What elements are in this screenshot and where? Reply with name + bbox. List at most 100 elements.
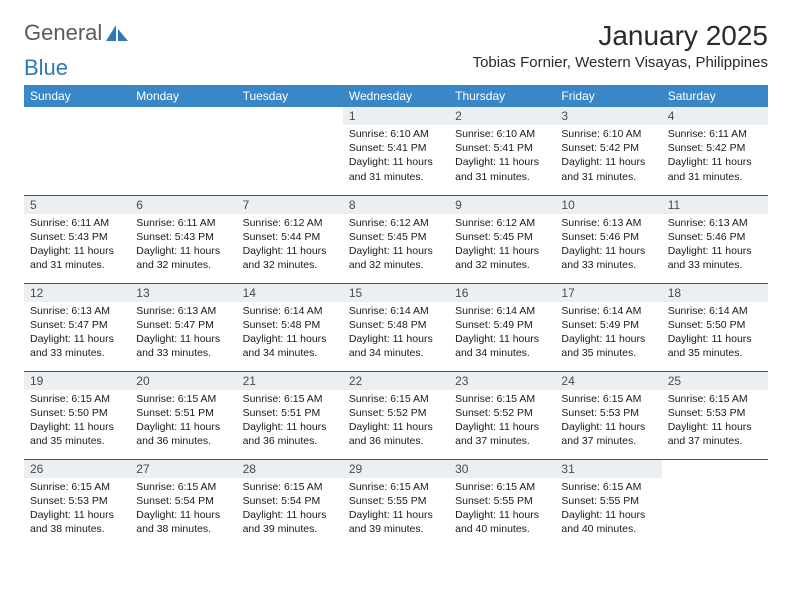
calendar-day-cell: 22Sunrise: 6:15 AMSunset: 5:52 PMDayligh…	[343, 371, 449, 459]
calendar-day-cell: 15Sunrise: 6:14 AMSunset: 5:48 PMDayligh…	[343, 283, 449, 371]
day-number: 4	[662, 107, 768, 125]
calendar-day-cell: 4Sunrise: 6:11 AMSunset: 5:42 PMDaylight…	[662, 107, 768, 195]
weekday-header: Saturday	[662, 85, 768, 107]
day-info: Sunrise: 6:14 AMSunset: 5:50 PMDaylight:…	[662, 302, 768, 365]
day-number: 19	[24, 372, 130, 390]
day-number: 26	[24, 460, 130, 478]
day-number: 11	[662, 196, 768, 214]
day-info: Sunrise: 6:15 AMSunset: 5:50 PMDaylight:…	[24, 390, 130, 453]
calendar-day-cell: 11Sunrise: 6:13 AMSunset: 5:46 PMDayligh…	[662, 195, 768, 283]
day-info: Sunrise: 6:15 AMSunset: 5:51 PMDaylight:…	[237, 390, 343, 453]
calendar-day-cell: 8Sunrise: 6:12 AMSunset: 5:45 PMDaylight…	[343, 195, 449, 283]
day-number: 8	[343, 196, 449, 214]
day-info: Sunrise: 6:12 AMSunset: 5:44 PMDaylight:…	[237, 214, 343, 277]
calendar-day-cell: 25Sunrise: 6:15 AMSunset: 5:53 PMDayligh…	[662, 371, 768, 459]
day-number: 18	[662, 284, 768, 302]
calendar-day-cell: 5Sunrise: 6:11 AMSunset: 5:43 PMDaylight…	[24, 195, 130, 283]
calendar-day-cell: 17Sunrise: 6:14 AMSunset: 5:49 PMDayligh…	[555, 283, 661, 371]
day-info: Sunrise: 6:10 AMSunset: 5:42 PMDaylight:…	[555, 125, 661, 188]
calendar-day-cell	[662, 459, 768, 547]
day-number: 15	[343, 284, 449, 302]
day-number: 2	[449, 107, 555, 125]
day-info: Sunrise: 6:15 AMSunset: 5:54 PMDaylight:…	[130, 478, 236, 541]
calendar-day-cell: 3Sunrise: 6:10 AMSunset: 5:42 PMDaylight…	[555, 107, 661, 195]
weekday-header: Tuesday	[237, 85, 343, 107]
day-number: 27	[130, 460, 236, 478]
calendar-day-cell: 29Sunrise: 6:15 AMSunset: 5:55 PMDayligh…	[343, 459, 449, 547]
calendar-day-cell: 13Sunrise: 6:13 AMSunset: 5:47 PMDayligh…	[130, 283, 236, 371]
calendar-day-cell: 24Sunrise: 6:15 AMSunset: 5:53 PMDayligh…	[555, 371, 661, 459]
day-info: Sunrise: 6:11 AMSunset: 5:42 PMDaylight:…	[662, 125, 768, 188]
day-info: Sunrise: 6:15 AMSunset: 5:53 PMDaylight:…	[555, 390, 661, 453]
calendar-day-cell: 18Sunrise: 6:14 AMSunset: 5:50 PMDayligh…	[662, 283, 768, 371]
day-number: 3	[555, 107, 661, 125]
calendar-day-cell: 26Sunrise: 6:15 AMSunset: 5:53 PMDayligh…	[24, 459, 130, 547]
day-info: Sunrise: 6:15 AMSunset: 5:55 PMDaylight:…	[555, 478, 661, 541]
day-number: 14	[237, 284, 343, 302]
calendar-day-cell: 28Sunrise: 6:15 AMSunset: 5:54 PMDayligh…	[237, 459, 343, 547]
day-info: Sunrise: 6:13 AMSunset: 5:47 PMDaylight:…	[24, 302, 130, 365]
calendar-day-cell: 12Sunrise: 6:13 AMSunset: 5:47 PMDayligh…	[24, 283, 130, 371]
calendar-day-cell	[24, 107, 130, 195]
day-number: 5	[24, 196, 130, 214]
day-number: 29	[343, 460, 449, 478]
day-number: 10	[555, 196, 661, 214]
day-info: Sunrise: 6:12 AMSunset: 5:45 PMDaylight:…	[343, 214, 449, 277]
calendar-day-cell: 10Sunrise: 6:13 AMSunset: 5:46 PMDayligh…	[555, 195, 661, 283]
calendar-day-cell: 9Sunrise: 6:12 AMSunset: 5:45 PMDaylight…	[449, 195, 555, 283]
day-info: Sunrise: 6:15 AMSunset: 5:51 PMDaylight:…	[130, 390, 236, 453]
calendar-week-row: 5Sunrise: 6:11 AMSunset: 5:43 PMDaylight…	[24, 195, 768, 283]
day-info: Sunrise: 6:13 AMSunset: 5:47 PMDaylight:…	[130, 302, 236, 365]
day-info: Sunrise: 6:15 AMSunset: 5:52 PMDaylight:…	[343, 390, 449, 453]
calendar-day-cell: 20Sunrise: 6:15 AMSunset: 5:51 PMDayligh…	[130, 371, 236, 459]
weekday-header-row: Sunday Monday Tuesday Wednesday Thursday…	[24, 85, 768, 107]
weekday-header: Friday	[555, 85, 661, 107]
logo-text-1: General	[24, 20, 102, 46]
calendar-day-cell: 21Sunrise: 6:15 AMSunset: 5:51 PMDayligh…	[237, 371, 343, 459]
calendar-week-row: 1Sunrise: 6:10 AMSunset: 5:41 PMDaylight…	[24, 107, 768, 195]
calendar-week-row: 26Sunrise: 6:15 AMSunset: 5:53 PMDayligh…	[24, 459, 768, 547]
day-info: Sunrise: 6:14 AMSunset: 5:49 PMDaylight:…	[555, 302, 661, 365]
day-info: Sunrise: 6:15 AMSunset: 5:54 PMDaylight:…	[237, 478, 343, 541]
day-info: Sunrise: 6:14 AMSunset: 5:49 PMDaylight:…	[449, 302, 555, 365]
calendar-day-cell	[237, 107, 343, 195]
weekday-header: Monday	[130, 85, 236, 107]
calendar-day-cell: 1Sunrise: 6:10 AMSunset: 5:41 PMDaylight…	[343, 107, 449, 195]
day-number: 6	[130, 196, 236, 214]
day-info: Sunrise: 6:11 AMSunset: 5:43 PMDaylight:…	[130, 214, 236, 277]
calendar-day-cell	[130, 107, 236, 195]
calendar-day-cell: 6Sunrise: 6:11 AMSunset: 5:43 PMDaylight…	[130, 195, 236, 283]
day-number: 31	[555, 460, 661, 478]
day-number: 7	[237, 196, 343, 214]
day-info: Sunrise: 6:15 AMSunset: 5:52 PMDaylight:…	[449, 390, 555, 453]
day-number: 17	[555, 284, 661, 302]
logo-text-2: Blue	[24, 55, 768, 81]
weekday-header: Sunday	[24, 85, 130, 107]
day-number: 21	[237, 372, 343, 390]
calendar-day-cell: 14Sunrise: 6:14 AMSunset: 5:48 PMDayligh…	[237, 283, 343, 371]
day-info: Sunrise: 6:13 AMSunset: 5:46 PMDaylight:…	[662, 214, 768, 277]
calendar-day-cell: 27Sunrise: 6:15 AMSunset: 5:54 PMDayligh…	[130, 459, 236, 547]
day-number: 23	[449, 372, 555, 390]
calendar-day-cell: 16Sunrise: 6:14 AMSunset: 5:49 PMDayligh…	[449, 283, 555, 371]
day-info: Sunrise: 6:14 AMSunset: 5:48 PMDaylight:…	[343, 302, 449, 365]
calendar-day-cell: 31Sunrise: 6:15 AMSunset: 5:55 PMDayligh…	[555, 459, 661, 547]
day-info: Sunrise: 6:10 AMSunset: 5:41 PMDaylight:…	[449, 125, 555, 188]
calendar-day-cell: 30Sunrise: 6:15 AMSunset: 5:55 PMDayligh…	[449, 459, 555, 547]
day-info: Sunrise: 6:10 AMSunset: 5:41 PMDaylight:…	[343, 125, 449, 188]
day-info: Sunrise: 6:15 AMSunset: 5:55 PMDaylight:…	[449, 478, 555, 541]
day-number: 9	[449, 196, 555, 214]
sail-icon	[104, 23, 130, 43]
day-number: 20	[130, 372, 236, 390]
day-info: Sunrise: 6:14 AMSunset: 5:48 PMDaylight:…	[237, 302, 343, 365]
logo: General	[24, 20, 130, 46]
day-info: Sunrise: 6:11 AMSunset: 5:43 PMDaylight:…	[24, 214, 130, 277]
calendar-table: Sunday Monday Tuesday Wednesday Thursday…	[24, 85, 768, 547]
calendar-week-row: 12Sunrise: 6:13 AMSunset: 5:47 PMDayligh…	[24, 283, 768, 371]
day-number: 12	[24, 284, 130, 302]
weekday-header: Thursday	[449, 85, 555, 107]
day-number: 28	[237, 460, 343, 478]
day-number: 24	[555, 372, 661, 390]
month-title: January 2025	[473, 20, 768, 52]
day-number: 22	[343, 372, 449, 390]
